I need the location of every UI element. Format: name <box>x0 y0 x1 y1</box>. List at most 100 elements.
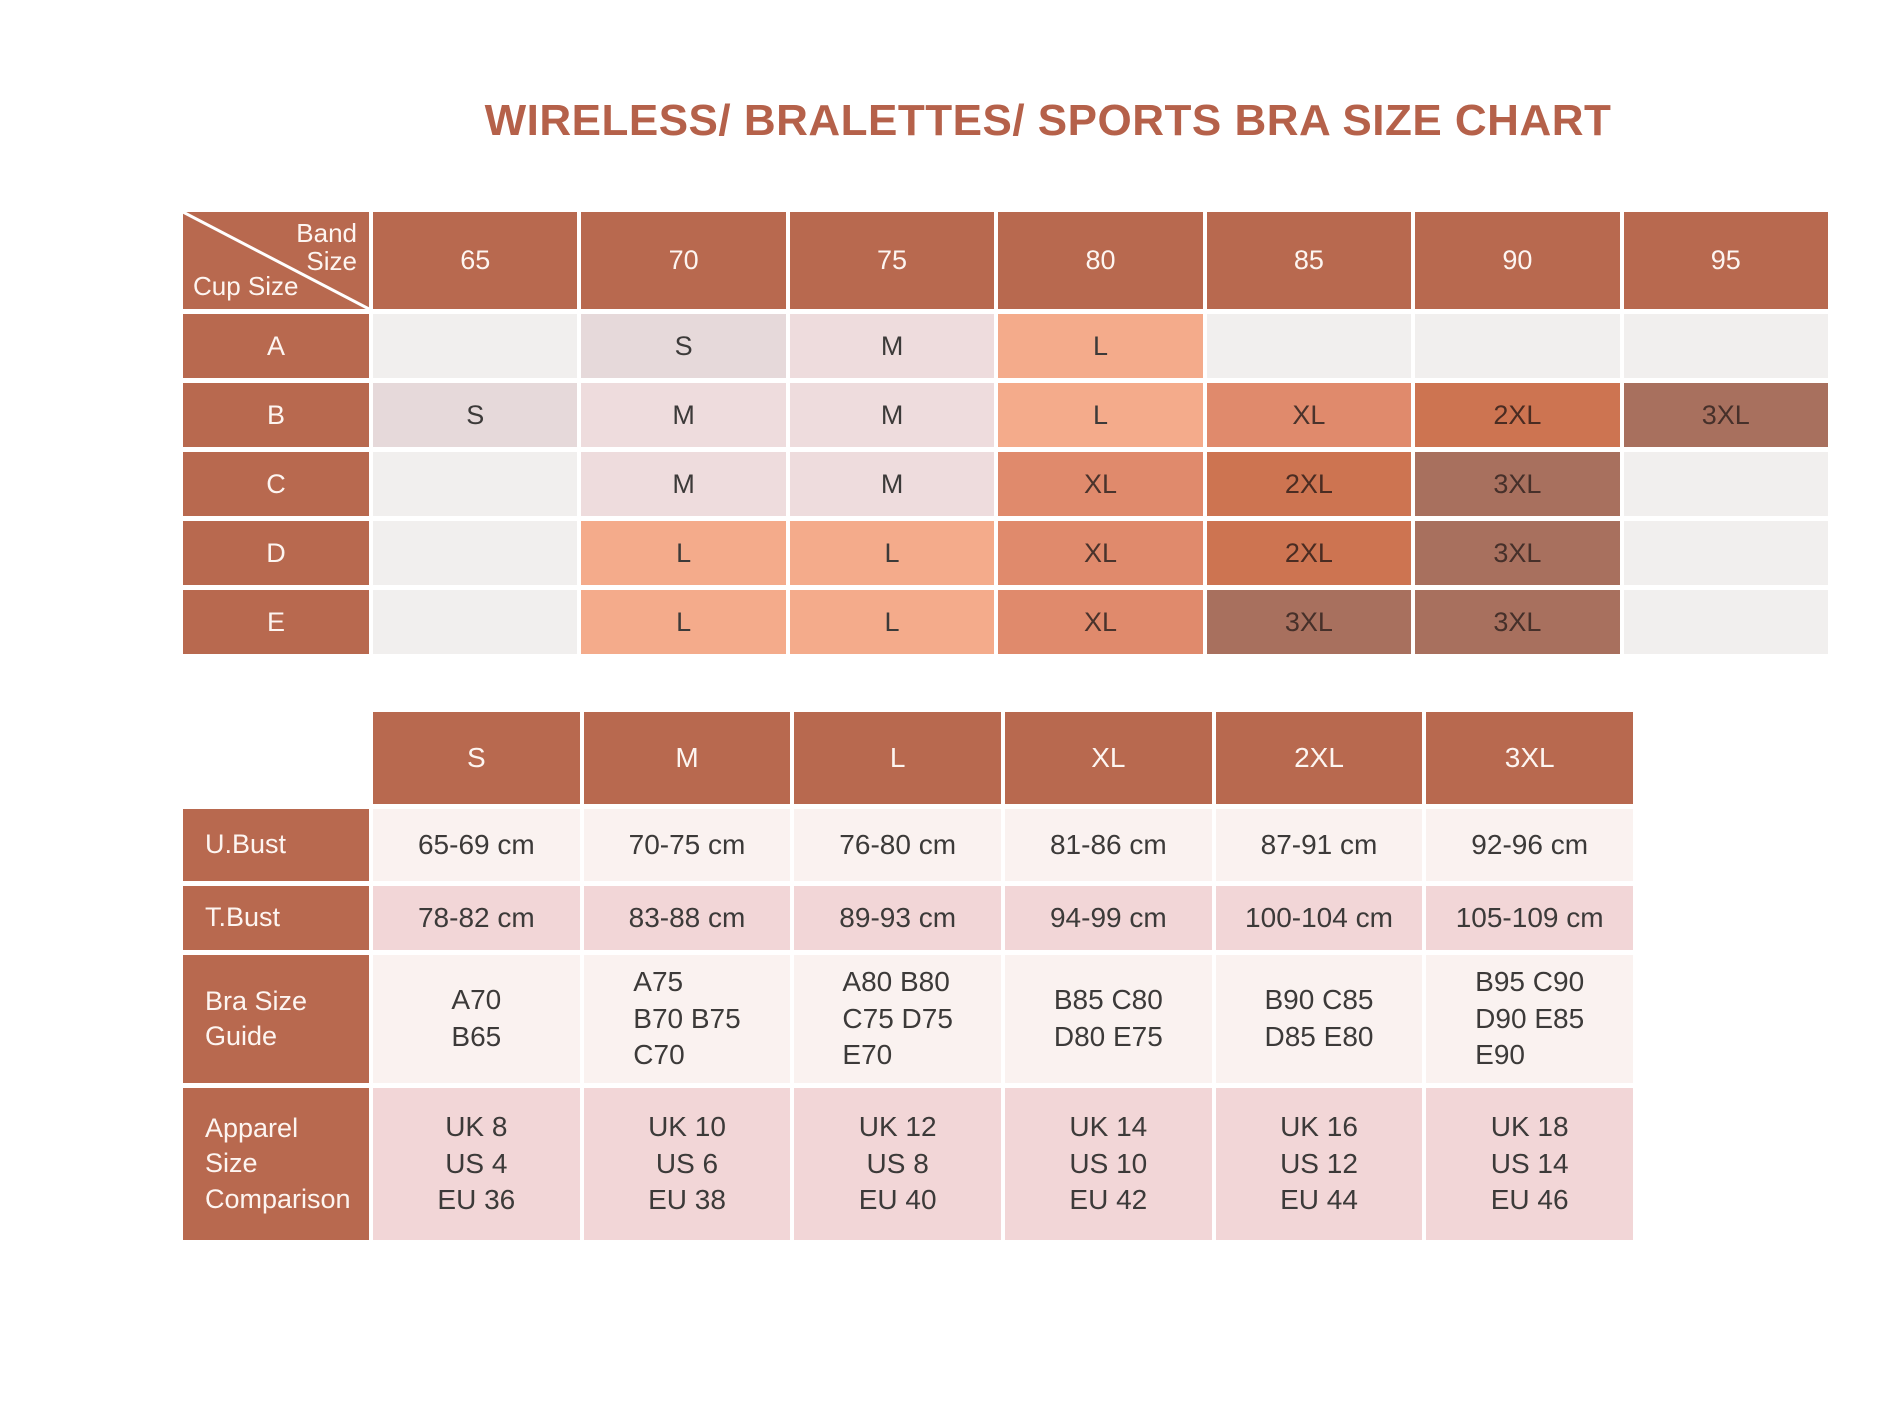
cup-size-row-header: E <box>183 590 369 654</box>
size-column-header: L <box>794 712 1001 804</box>
size-cell: XL <box>998 590 1203 654</box>
size-cell: L <box>581 590 786 654</box>
measurement-cell: 81-86 cm <box>1005 809 1212 881</box>
measurement-cell: 76-80 cm <box>794 809 1001 881</box>
size-cell: 3XL <box>1415 452 1620 516</box>
measurement-cell: 94-99 cm <box>1005 886 1212 950</box>
measurement-cell: 70-75 cm <box>583 809 791 881</box>
size-cell: L <box>998 314 1203 378</box>
measurement-cell-text: B90 C85 D85 E80 <box>1264 984 1374 1052</box>
measurement-cell-text: A70 B65 <box>451 984 502 1052</box>
measurement-cell-text: B85 C80 D80 E75 <box>1053 984 1163 1052</box>
measurement-cell: A80 B80 C75 D75 E70 <box>794 955 1001 1083</box>
measurement-cell-text: A80 B80 C75 D75 E70 <box>842 965 953 1071</box>
size-cell: 3XL <box>1206 590 1412 654</box>
size-cell: 2XL <box>1415 383 1620 447</box>
measurement-cell-text: 89-93 cm <box>839 901 957 933</box>
measurement-cell: 87-91 cm <box>1215 809 1423 881</box>
empty-cell <box>373 521 578 585</box>
size-column-header: 2XL <box>1215 712 1423 804</box>
size-cell: L <box>998 383 1203 447</box>
measurement-cell-text: 81-86 cm <box>1049 828 1167 860</box>
size-cell: M <box>789 383 995 447</box>
measurement-cell: B85 C80 D80 E75 <box>1005 955 1212 1083</box>
measurement-cell-text: UK 18 US 14 EU 46 <box>1490 1110 1569 1216</box>
measurement-cell-text: 78-82 cm <box>417 901 535 933</box>
measurement-cell: UK 18 US 14 EU 46 <box>1426 1088 1633 1240</box>
empty-cell <box>1206 314 1412 378</box>
measurement-cell-text: 65-69 cm <box>417 828 535 860</box>
measurement-row-header: T.Bust <box>183 886 369 950</box>
band-size-axis-label: Band Size <box>296 218 357 277</box>
size-cell: XL <box>998 452 1203 516</box>
measurement-cell: UK 12 US 8 EU 40 <box>794 1088 1001 1240</box>
measurement-cell: 65-69 cm <box>373 809 580 881</box>
measurement-cell: UK 16 US 12 EU 44 <box>1215 1088 1423 1240</box>
measurement-row-header: Apparel Size Comparison <box>183 1088 369 1240</box>
measurement-cell: UK 10 US 6 EU 38 <box>583 1088 791 1240</box>
size-cell: S <box>373 383 578 447</box>
cup-size-row-header: D <box>183 521 369 585</box>
measurement-cell: 89-93 cm <box>794 886 1001 950</box>
measurement-cell-text: 83-88 cm <box>628 901 746 933</box>
measurement-cell: A70 B65 <box>373 955 580 1083</box>
measurement-table: S M L XL 2XL 3XL U.Bust 65-69 cm 70-75 cm 76-80 c… <box>183 712 1633 1240</box>
band-size-column-header: 70 <box>581 212 786 309</box>
size-column-header: 3XL <box>1426 712 1633 804</box>
measurement-cell-text: UK 8 US 4 EU 36 <box>437 1110 516 1216</box>
measurement-cell: 100-104 cm <box>1215 886 1423 950</box>
size-cell: 2XL <box>1206 452 1412 516</box>
band-size-column-header: 90 <box>1415 212 1620 309</box>
measurement-row-header: Bra Size Guide <box>183 955 369 1083</box>
measurement-cell-text: UK 10 US 6 EU 38 <box>648 1110 726 1216</box>
matrix-corner-cell: Band Size Cup Size <box>183 212 369 309</box>
empty-cell <box>373 590 578 654</box>
empty-cell <box>373 314 578 378</box>
measurement-cell: A75 B70 B75 C70 <box>583 955 791 1083</box>
band-cup-size-matrix: Band Size Cup Size 65 70 75 80 85 90 95 A S M L B S M… <box>183 212 1828 654</box>
measurement-cell-text: UK 12 US 8 EU 40 <box>858 1110 937 1216</box>
empty-cell <box>1623 590 1828 654</box>
size-cell: 3XL <box>1415 521 1620 585</box>
measurement-cell-text: 76-80 cm <box>839 828 957 860</box>
empty-cell <box>1623 521 1828 585</box>
size-column-header: XL <box>1005 712 1212 804</box>
page-title: WIRELESS/ BRALETTES/ SPORTS BRA SIZE CHA… <box>484 96 1612 145</box>
cup-size-axis-label: Cup Size <box>193 271 299 301</box>
measurement-cell-text: B95 C90 D90 E85 E90 <box>1475 965 1585 1071</box>
empty-cell <box>373 452 578 516</box>
band-size-column-header: 80 <box>998 212 1203 309</box>
measurement-cell: B90 C85 D85 E80 <box>1215 955 1423 1083</box>
size-cell: 3XL <box>1415 590 1620 654</box>
size-cell: M <box>581 452 786 516</box>
measurement-cell: UK 8 US 4 EU 36 <box>373 1088 580 1240</box>
measurement-cell-text: 87-91 cm <box>1260 828 1378 860</box>
measurement-row-header: U.Bust <box>183 809 369 881</box>
size-cell: M <box>789 452 995 516</box>
size-column-header: M <box>583 712 791 804</box>
size-cell: L <box>581 521 786 585</box>
diagonal-divider-line <box>183 212 369 309</box>
measurement-cell: 92-96 cm <box>1426 809 1633 881</box>
measurement-cell-text: 105-109 cm <box>1455 901 1604 933</box>
size-cell: XL <box>1206 383 1412 447</box>
band-size-column-header: 85 <box>1206 212 1412 309</box>
measurement-cell-text: UK 16 US 12 EU 44 <box>1280 1110 1358 1216</box>
size-cell: L <box>789 521 995 585</box>
size-column-header: S <box>373 712 580 804</box>
measurement-cell: UK 14 US 10 EU 42 <box>1005 1088 1212 1240</box>
measurement-cell: B95 C90 D90 E85 E90 <box>1426 955 1633 1083</box>
measurement-cell-text: 70-75 cm <box>628 828 746 860</box>
size-cell: S <box>581 314 786 378</box>
band-size-column-header: 95 <box>1623 212 1828 309</box>
cup-size-row-header: C <box>183 452 369 516</box>
measurement-cell: 105-109 cm <box>1426 886 1633 950</box>
measurement-cell-text: 94-99 cm <box>1049 901 1167 933</box>
size-cell: 2XL <box>1206 521 1412 585</box>
cup-size-row-header: B <box>183 383 369 447</box>
size-cell: M <box>581 383 786 447</box>
empty-cell <box>1415 314 1620 378</box>
empty-cell <box>1623 314 1828 378</box>
measurement-table-spacer <box>183 712 369 804</box>
